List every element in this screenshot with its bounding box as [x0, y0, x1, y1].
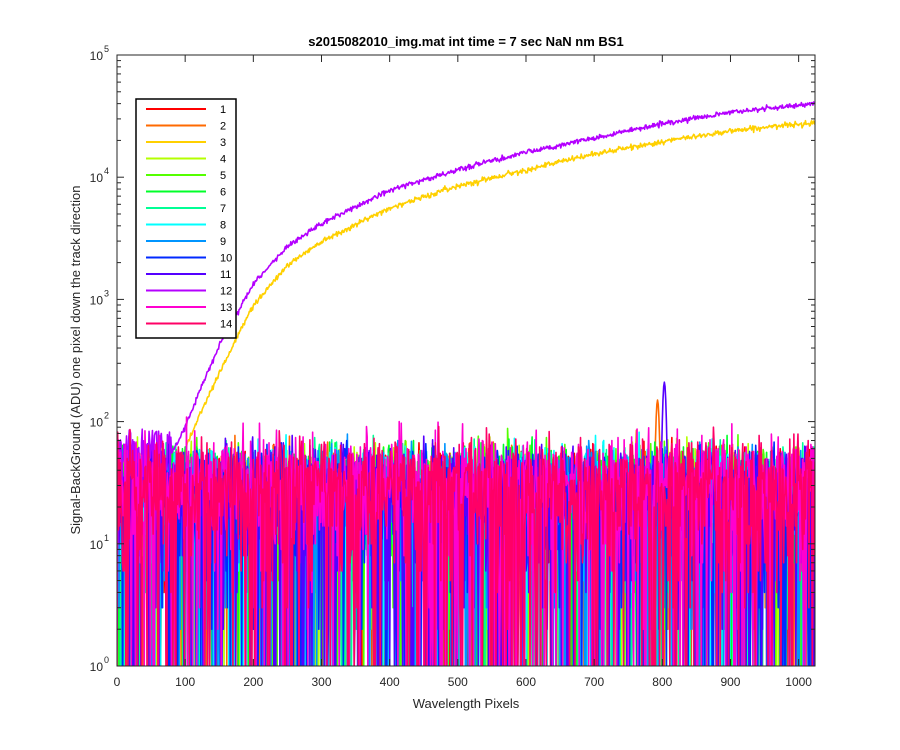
y-tick-label: 10 — [90, 538, 104, 552]
legend-label-1: 1 — [220, 104, 226, 116]
x-tick-label: 700 — [584, 675, 604, 689]
legend-label-7: 7 — [220, 203, 226, 215]
axes-box — [116, 54, 816, 667]
chart-title: s2015082010_img.mat int time = 7 sec NaN… — [308, 34, 623, 49]
y-tick-exponent: 1 — [104, 533, 109, 543]
legend-label-14: 14 — [220, 319, 232, 331]
x-tick-label: 900 — [720, 675, 740, 689]
legend-label-10: 10 — [220, 253, 232, 265]
legend-label-8: 8 — [220, 220, 226, 232]
y-axis-label: Signal-BackGround (ADU) one pixel down t… — [68, 185, 83, 534]
y-tick-label: 10 — [90, 171, 104, 185]
x-tick-label: 200 — [243, 675, 263, 689]
x-tick-label: 0 — [114, 675, 121, 689]
y-tick-label: 10 — [90, 416, 104, 430]
legend-label-12: 12 — [220, 286, 232, 298]
x-tick-label: 500 — [448, 675, 468, 689]
legend-label-6: 6 — [220, 187, 226, 199]
y-tick-label: 10 — [90, 660, 104, 674]
y-tick-exponent: 2 — [104, 411, 109, 421]
legend-label-4: 4 — [220, 154, 226, 166]
legend-label-2: 2 — [220, 121, 226, 133]
y-tick-exponent: 5 — [104, 44, 109, 54]
x-tick-label: 800 — [652, 675, 672, 689]
x-tick-label: 400 — [380, 675, 400, 689]
y-tick-exponent: 0 — [104, 655, 109, 665]
x-tick-label: 600 — [516, 675, 536, 689]
x-axis-label: Wavelength Pixels — [413, 696, 520, 711]
legend-label-9: 9 — [220, 236, 226, 248]
series-line-3 — [117, 119, 815, 519]
x-tick-label: 1000 — [785, 675, 812, 689]
series-line-14 — [117, 425, 815, 666]
legend-label-13: 13 — [220, 302, 232, 314]
legend-label-3: 3 — [220, 137, 226, 149]
legend-label-11: 11 — [220, 269, 231, 281]
y-tick-exponent: 4 — [104, 166, 109, 176]
x-tick-label: 300 — [311, 675, 331, 689]
y-tick-label: 10 — [90, 49, 104, 63]
x-tick-label: 100 — [175, 675, 195, 689]
y-tick-exponent: 3 — [104, 288, 109, 298]
legend-label-5: 5 — [220, 170, 226, 182]
y-tick-label: 10 — [90, 293, 104, 307]
legend-box — [135, 98, 237, 339]
